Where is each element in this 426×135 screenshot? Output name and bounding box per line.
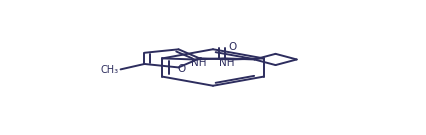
Text: CH₃: CH₃ [101, 65, 118, 75]
Text: NH: NH [191, 58, 207, 68]
Text: NH: NH [219, 58, 235, 68]
Text: O: O [228, 42, 236, 52]
Text: O: O [178, 64, 186, 74]
